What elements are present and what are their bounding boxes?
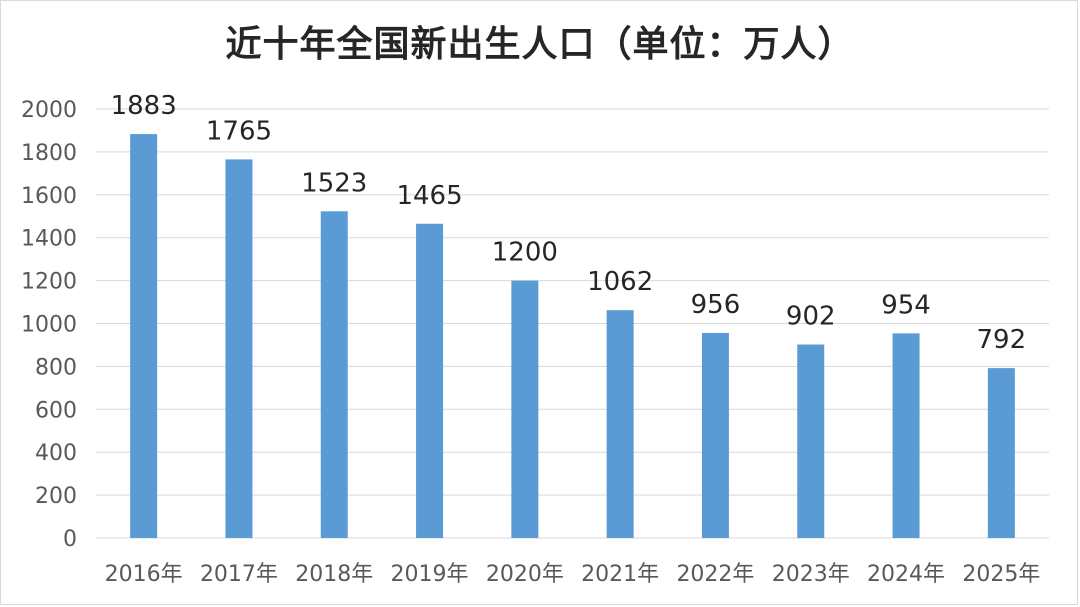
data-label: 1465 <box>396 181 462 211</box>
bar <box>130 134 158 538</box>
x-tick-label: 2018年 <box>295 562 373 587</box>
bar <box>892 333 920 538</box>
y-tick-label: 1200 <box>21 270 77 295</box>
y-tick-label: 200 <box>35 484 77 509</box>
data-label: 956 <box>691 290 741 320</box>
data-label: 1523 <box>301 168 367 198</box>
y-tick-label: 1600 <box>21 184 77 209</box>
data-label: 1765 <box>206 116 272 146</box>
bar <box>797 344 825 538</box>
y-tick-label: 1000 <box>21 313 77 338</box>
data-label: 902 <box>786 302 836 332</box>
x-tick-label: 2016年 <box>105 562 183 587</box>
x-tick-label: 2017年 <box>200 562 278 587</box>
y-tick-label: 1400 <box>21 227 77 252</box>
y-tick-label: 600 <box>35 398 77 423</box>
bar <box>416 223 444 538</box>
data-label: 954 <box>881 290 931 320</box>
x-tick-label: 2022年 <box>676 562 754 587</box>
y-tick-label: 400 <box>35 441 77 466</box>
data-label: 1883 <box>111 91 177 121</box>
x-tick-label: 2023年 <box>772 562 850 587</box>
x-tick-label: 2020年 <box>486 562 564 587</box>
bar <box>987 368 1015 538</box>
y-tick-label: 1800 <box>21 141 77 166</box>
x-tick-label: 2019年 <box>391 562 469 587</box>
y-tick-label: 800 <box>35 355 77 380</box>
data-label: 792 <box>977 325 1027 355</box>
x-tick-label: 2025年 <box>962 562 1040 587</box>
data-label: 1062 <box>587 267 653 297</box>
y-tick-label: 0 <box>63 527 77 552</box>
bar <box>606 310 634 538</box>
bar <box>320 211 348 538</box>
data-label: 1200 <box>492 238 558 268</box>
bar <box>225 159 253 538</box>
x-tick-label: 2021年 <box>581 562 659 587</box>
x-tick-label: 2024年 <box>867 562 945 587</box>
bar <box>511 280 539 538</box>
bar <box>701 332 729 538</box>
chart-title: 近十年全国新出生人口（单位：万人） <box>225 24 855 65</box>
y-tick-label: 2000 <box>21 98 77 123</box>
